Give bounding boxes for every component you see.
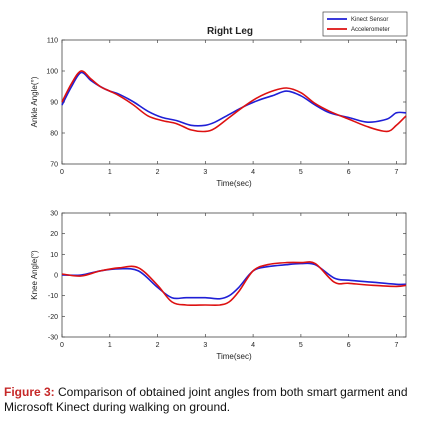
x-tick-label: 6	[347, 342, 351, 349]
chart-title: Right Leg	[207, 26, 253, 37]
x-tick-label: 3	[203, 342, 207, 349]
x-tick-label: 2	[156, 342, 160, 349]
plot-area	[61, 39, 407, 165]
y-tick-label: 90	[50, 100, 58, 107]
y-axis-label: Ankle Angle(°)	[30, 76, 39, 127]
legend-label: Accelerometer	[351, 27, 390, 33]
y-tick-label: 0	[54, 273, 58, 280]
y-tick-label: -10	[48, 293, 58, 300]
y-axis-label: Knee Angle(°)	[30, 250, 39, 300]
x-tick-label: 0	[60, 342, 64, 349]
x-tick-label: 1	[108, 169, 112, 176]
series-line-kinect-sensor	[61, 262, 407, 300]
x-tick-label: 0	[60, 169, 64, 176]
y-tick-label: 110	[47, 38, 58, 45]
x-tick-label: 2	[156, 169, 160, 176]
series-line-accelerometer	[61, 261, 407, 307]
caption-text: Comparison of obtained joint angles from…	[4, 385, 408, 414]
x-tick-label: 1	[108, 342, 112, 349]
caption-label: Figure 3:	[4, 385, 55, 399]
y-tick-label: 20	[50, 231, 58, 238]
y-tick-label: 70	[50, 162, 58, 169]
y-tick-label: 10	[50, 252, 58, 259]
x-axis-label: Time(sec)	[216, 179, 252, 188]
legend-box	[322, 11, 408, 37]
legend: Kinect Sensor Accelerometer	[322, 11, 408, 37]
x-tick-label: 4	[251, 342, 255, 349]
x-tick-label: 5	[299, 169, 303, 176]
legend-label: Kinect Sensor	[351, 17, 388, 23]
x-tick-label: 3	[203, 169, 207, 176]
y-tick-label: -30	[48, 335, 58, 342]
x-axis-label: Time(sec)	[216, 352, 252, 361]
figure-caption: Figure 3: Comparison of obtained joint a…	[4, 385, 444, 415]
plot-area	[61, 212, 407, 338]
x-tick-label: 7	[394, 342, 398, 349]
knee-angle-chart: 0 1 2 3 4 5 6 7 -30 -20 -10 0 10 20 30 Time(sec) Knee An…	[30, 211, 407, 361]
x-tick-label: 4	[251, 169, 255, 176]
x-tick-label: 7	[394, 169, 398, 176]
x-tick-label: 6	[347, 169, 351, 176]
y-tick-label: 100	[46, 69, 58, 76]
ankle-angle-chart: 0 1 2 3 4 5 6 7 70 80 90 100 110 Time(sec) Ankle Angle…	[30, 11, 408, 188]
x-tick-label: 5	[299, 342, 303, 349]
y-tick-label: 30	[50, 211, 58, 218]
y-tick-label: -20	[48, 314, 58, 321]
series-line-accelerometer	[61, 70, 407, 133]
y-tick-label: 80	[50, 131, 58, 138]
